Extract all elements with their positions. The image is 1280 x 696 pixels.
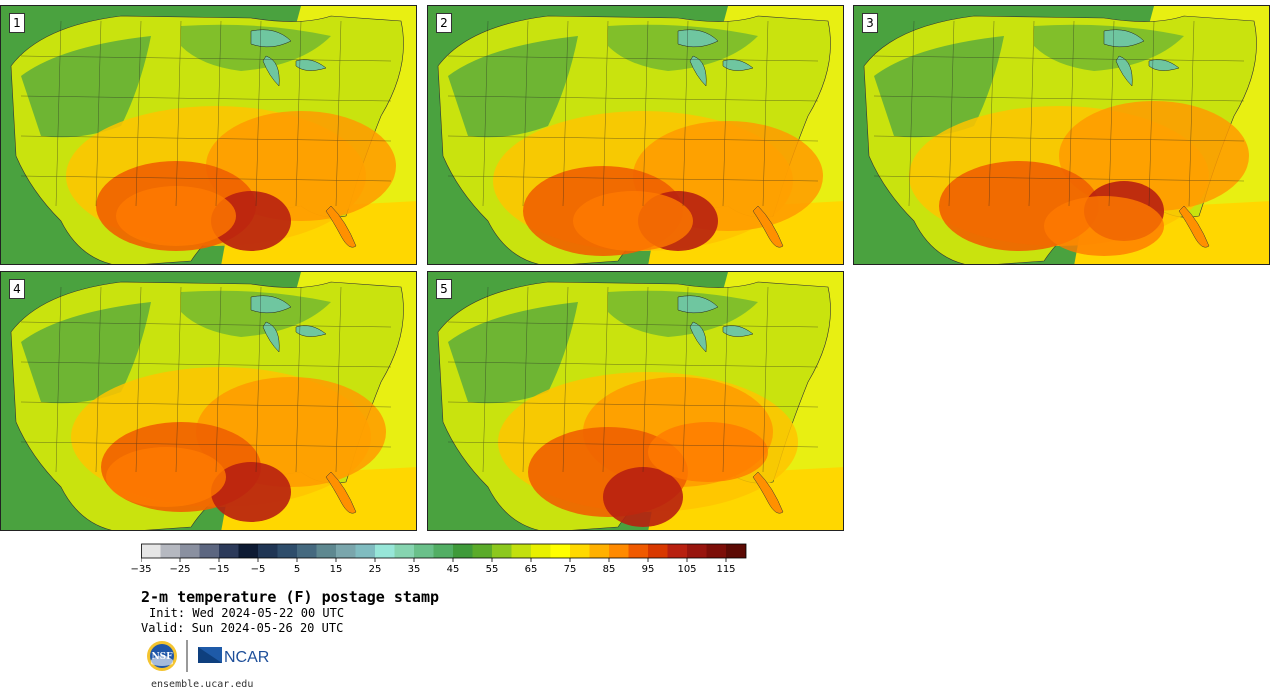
colorbar-swatch [336,544,356,558]
colorbar-swatch [648,544,668,558]
panel-number-label: 4 [9,279,25,299]
western-cool-area [448,36,578,138]
colorbar-swatch [238,544,259,558]
source-url: ensemble.ucar.edu [151,679,254,690]
ncar-logo-text: NCAR [224,649,269,666]
florida-area [325,471,357,514]
colorbar-swatch [687,544,707,558]
temperature-map-5 [428,272,843,530]
colorbar-tick-label: −15 [208,564,230,575]
colorbar-swatch [394,544,415,558]
southeast-hot-area [106,447,226,507]
colorbar-tick-label: 75 [563,564,577,575]
colorbar-tick-label: 85 [602,564,616,575]
colorbar-tick-label: −35 [130,564,152,575]
panel-number-label: 3 [862,13,878,33]
colorbar-tick-label: 105 [677,564,697,575]
temperature-map-4 [1,272,416,530]
colorbar-tick-label: 95 [641,564,655,575]
extreme-hot-area [211,462,291,522]
colorbar-tick-label: 65 [524,564,538,575]
colorbar-tick-label: −5 [250,564,266,575]
colorbar-swatch [160,544,181,558]
map-panel-2: 2 [427,5,844,265]
colorbar-swatch [355,544,376,558]
colorbar-frame [141,543,747,559]
colorbar-tick-label: −25 [169,564,191,575]
colorbar-swatch [375,544,395,558]
logos: NSF NCAR [147,640,269,672]
florida-area [752,205,784,248]
colorbar-swatch [492,544,512,558]
colorbar-swatch [531,544,551,558]
colorbar-swatch [726,544,746,558]
colorbar-swatch [453,544,473,558]
colorbar-swatch [433,544,454,558]
western-cool-area [21,302,151,404]
temperature-map-1 [1,6,416,264]
panel-number-label: 5 [436,279,452,299]
colorbar-swatch [258,544,278,558]
panel-number-label: 1 [9,13,25,33]
colorbar-swatch [667,544,688,558]
colorbar-tick-label: 35 [407,564,421,575]
florida-area [752,471,784,514]
map-panel-3: 3 [853,5,1270,265]
colorbar-tick-label: 55 [485,564,499,575]
nsf-logo-text: NSF [151,652,173,662]
state-borders [873,20,1245,207]
southeast-hot-area [1044,196,1164,256]
colorbar-swatch [297,544,317,558]
western-cool-area [448,302,578,404]
state-borders [20,286,392,473]
extreme-hot-area [603,467,683,527]
state-borders [447,286,819,473]
colorbar-swatch [199,544,220,558]
map-panel-5: 5 [427,271,844,531]
state-borders [20,20,392,207]
nsf-logo-icon: NSF [147,641,177,671]
chart-title: 2-m temperature (F) postage stamp [141,588,440,606]
colorbar-tick-label: 5 [293,564,301,575]
colorbar-swatch [511,544,532,558]
colorbar [141,543,747,562]
temperature-map-2 [428,6,843,264]
state-borders [447,20,819,207]
colorbar-swatch [472,544,493,558]
colorbar-swatch [570,544,590,558]
southeast-hot-area [116,186,236,246]
colorbar-tick-label: 15 [329,564,343,575]
init-time: Init: Wed 2024-05-22 00 UTC [149,606,345,620]
valid-time: Valid: Sun 2024-05-26 20 UTC [141,621,344,635]
map-panel-1: 1 [0,5,417,265]
map-panel-4: 4 [0,271,417,531]
temperature-map-3 [854,6,1269,264]
colorbar-swatch [141,544,161,558]
ncar-logo-icon: NCAR [198,647,269,666]
colorbar-swatch [550,544,571,558]
colorbar-tick-labels: −35 −25 −15 −5 5 15 25 35 45 55 65 75 85 95 105 115 [130,564,761,578]
colorbar-swatch [316,544,337,558]
florida-area [1178,205,1210,248]
colorbar-swatch [277,544,298,558]
hot-area [1059,101,1249,211]
colorbar-swatch [219,544,239,558]
colorbar-tick-label: 115 [716,564,736,575]
colorbar-tick-label: 45 [446,564,460,575]
panel-number-label: 2 [436,13,452,33]
western-cool-area [874,36,1004,138]
western-cool-area [21,36,151,138]
southeast-hot-area [648,422,768,482]
florida-area [325,205,357,248]
colorbar-tick-label: 25 [368,564,382,575]
colorbar-swatch [414,544,434,558]
colorbar-swatch [589,544,610,558]
colorbar-swatch [628,544,649,558]
colorbar-swatch [609,544,629,558]
colorbar-swatch [706,544,727,558]
southeast-hot-area [573,191,693,251]
colorbar-swatch [180,544,200,558]
